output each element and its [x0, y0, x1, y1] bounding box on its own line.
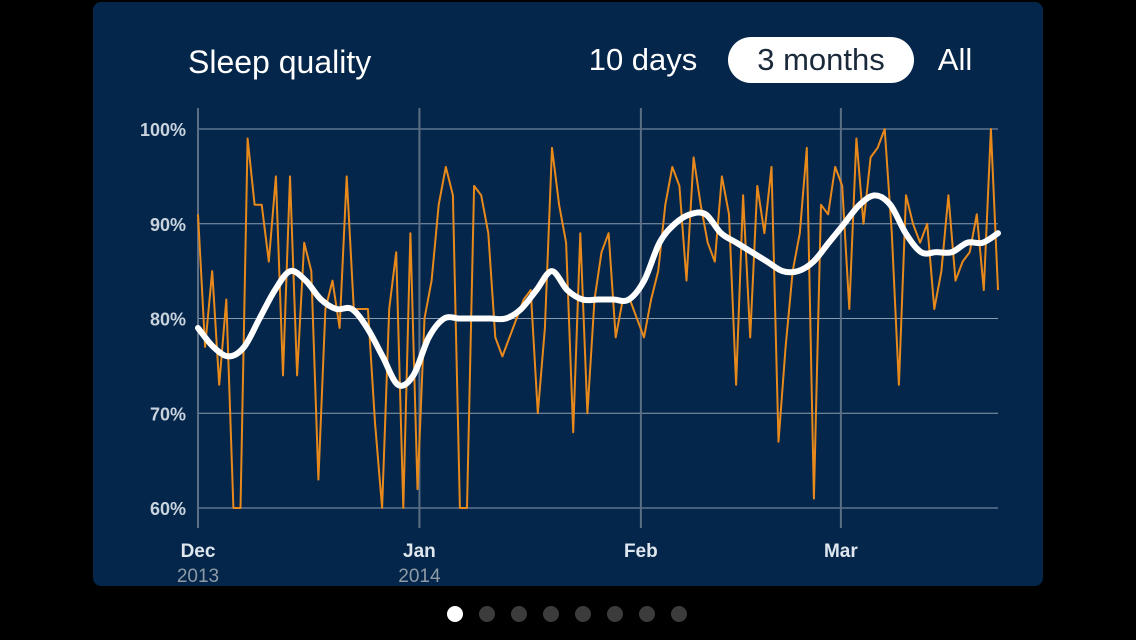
page-dot[interactable] [447, 606, 463, 622]
chart-title: Sleep quality [188, 44, 372, 80]
page-dot[interactable] [543, 606, 559, 622]
range-all-button[interactable]: All [937, 42, 973, 77]
page-dot[interactable] [671, 606, 687, 622]
x-tick-label-month: Mar [824, 541, 858, 562]
page-dot[interactable] [479, 606, 495, 622]
y-axis: 60% 70% 80% 90% 100% [140, 120, 186, 519]
x-tick-label-month: Feb [624, 541, 658, 562]
x-tick-label-month: Jan [403, 541, 436, 562]
x-tick-label-month: Dec [181, 541, 216, 562]
range-3-months-button[interactable]: 3 months [728, 37, 914, 83]
nightly-quality-series [197, 128, 999, 509]
y-tick-label: 60% [150, 499, 186, 519]
y-tick-label: 80% [150, 310, 186, 330]
y-tick-label: 100% [140, 120, 186, 140]
page-dot[interactable] [511, 606, 527, 622]
y-tick-label: 70% [150, 404, 186, 424]
grid-lines [197, 108, 998, 528]
page-dot[interactable] [607, 606, 623, 622]
page-dot[interactable] [639, 606, 655, 622]
trend-line-series [195, 192, 1001, 389]
x-axis: Dec 2013 Jan 2014 Feb Mar [177, 541, 858, 587]
range-10-days-button[interactable]: 10 days [588, 42, 698, 77]
x-tick-label-year: 2014 [398, 566, 441, 587]
page-dot[interactable] [575, 606, 591, 622]
x-tick-label-year: 2013 [177, 566, 219, 587]
series-layer [195, 128, 1001, 509]
page-indicator [447, 606, 687, 622]
y-tick-label: 90% [150, 215, 186, 235]
